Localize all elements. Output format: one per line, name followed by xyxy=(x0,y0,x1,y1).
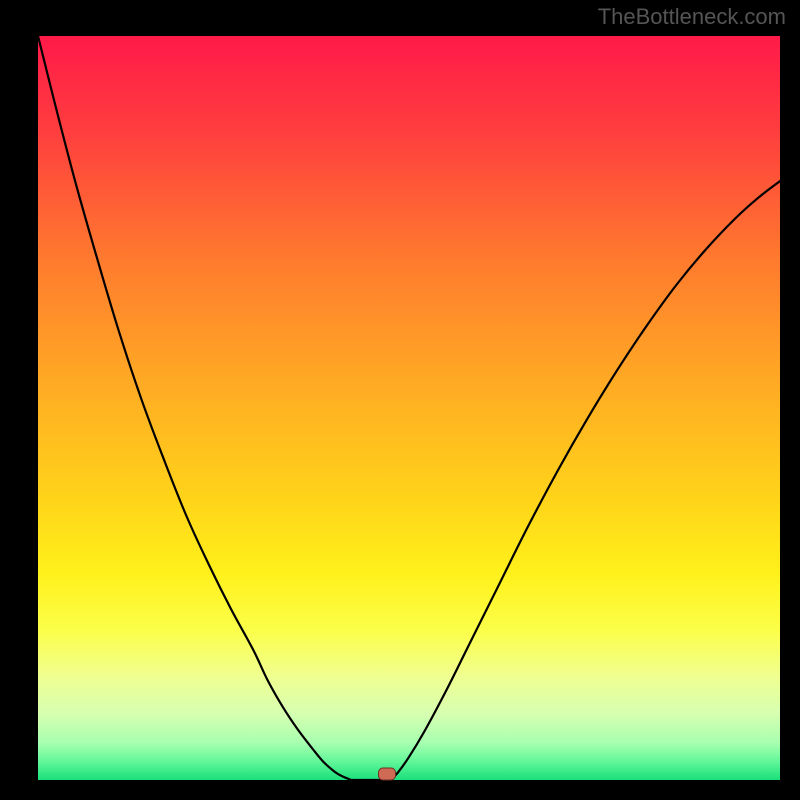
curve-layer xyxy=(38,36,780,780)
chart-frame: TheBottleneck.com xyxy=(0,0,800,800)
optimum-marker xyxy=(378,768,396,781)
bottleneck-curve xyxy=(38,36,780,780)
plot-area xyxy=(38,36,780,780)
watermark-text: TheBottleneck.com xyxy=(598,4,786,30)
